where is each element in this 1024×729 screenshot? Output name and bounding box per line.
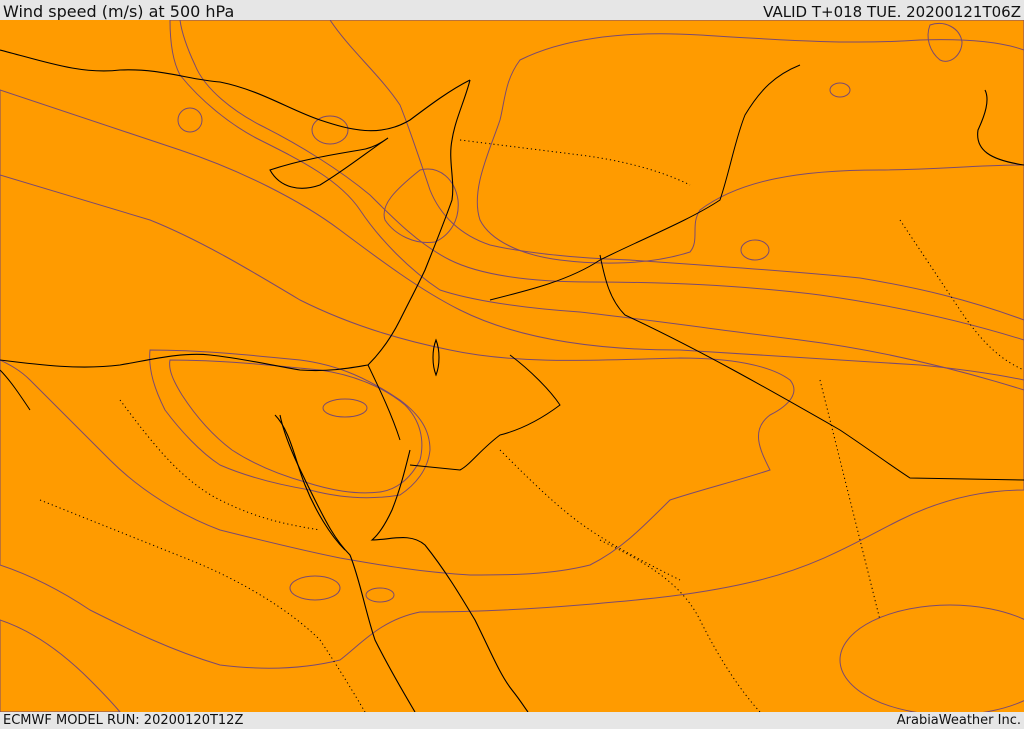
weather-map[interactable] [0,20,1024,712]
border-jordan-saudi [409,354,561,471]
footer-bar: ECMWF MODEL RUN: 20200120T12Z ArabiaWeat… [0,712,1024,729]
pocket-egypt-2 [365,587,395,603]
coast-gulf-suez [274,414,346,551]
coast-egypt-north [0,353,369,372]
border-egypt-sudan [0,369,31,411]
border-iraq-saudi [599,254,1024,481]
coast-persian-gulf [977,89,1024,166]
calm-patch-ne [927,23,963,62]
band-gold [179,20,1024,341]
band-pale [476,33,1024,264]
dead-sea [432,338,440,377]
valid-time: VALID T+018 TUE. 20200121T06Z [763,3,1021,21]
header-bar: Wind speed (m/s) at 500 hPa VALID T+018 … [0,0,1024,21]
pocket-egypt [289,575,341,601]
band-red-orange [149,349,431,499]
border-jordan [489,64,801,301]
border-sinai [367,364,401,441]
pocket-saudi-se [839,604,1024,712]
internal-border-6 [119,399,321,531]
credit: ArabiaWeather Inc. [896,713,1021,728]
pocket-iran [829,82,851,98]
coast-levant [367,79,471,366]
pocket-turkey-w [177,107,203,133]
model-run: ECMWF MODEL RUN: 20200120T12Z [3,713,244,728]
field-base [0,20,1024,712]
band-orange [0,89,1024,669]
band-yellow [329,20,1024,321]
pocket-turkey [311,115,349,145]
band-amber [169,20,1024,391]
internal-border-7 [499,449,681,581]
pocket-sinai [322,398,368,418]
wind-speed-map-svg [0,20,1024,712]
band-orange-dark [0,174,795,576]
internal-border-3 [599,539,761,712]
map-title: Wind speed (m/s) at 500 hPa [3,2,235,21]
coast-aqaba [370,449,529,712]
coast-sinai-red-sea [279,414,416,712]
pocket-iraq [740,239,770,261]
band-orange-light-south [0,619,121,712]
coast-turkey-south [0,49,471,132]
coast-cyprus [269,137,389,189]
